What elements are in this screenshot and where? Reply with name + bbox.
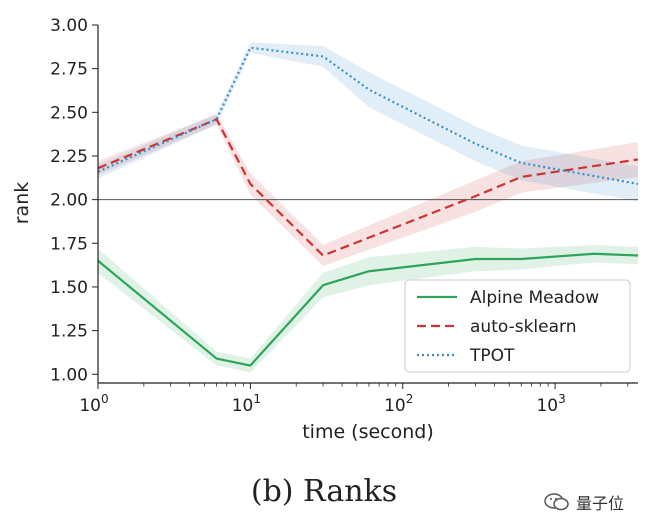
y-tick-label: 1.25 [50, 322, 88, 342]
y-tick-label: 3.00 [50, 16, 88, 36]
watermark: 量子位 [544, 490, 624, 514]
x-tick-label: 100 [79, 392, 108, 416]
y-tick-label: 2.25 [50, 147, 88, 167]
y-tick-label: 1.00 [50, 365, 88, 385]
series-lines [97, 46, 639, 367]
watermark-text: 量子位 [575, 494, 624, 513]
y-tick-label: 2.00 [50, 191, 88, 211]
legend: Alpine Meadow auto-sklearn TPOT [404, 279, 631, 373]
figure-caption: (b) Ranks [250, 474, 398, 509]
series-line-0 [97, 252, 639, 367]
wechat-icon [544, 493, 569, 511]
x-tick-label: 101 [232, 392, 261, 416]
legend-label: auto-sklearn [470, 317, 576, 337]
series-line-2 [97, 46, 639, 185]
y-axis-label: rank [11, 182, 33, 225]
legend-box [404, 279, 631, 373]
band-2 [98, 42, 638, 202]
x-ticks: 100 101 102 103 [79, 383, 629, 416]
y-tick-label: 1.75 [50, 234, 88, 254]
legend-label: Alpine Meadow [470, 288, 599, 308]
legend-label: TPOT [469, 346, 515, 366]
series-line-1 [97, 118, 639, 257]
y-tick-label: 2.50 [50, 103, 88, 123]
y-ticks: 1.00 1.25 1.50 1.75 2.00 2.25 2.50 2.75 3.00 [50, 16, 98, 385]
band-1 [98, 114, 638, 266]
x-axis-label: time (second) [302, 421, 434, 443]
y-tick-label: 1.50 [50, 278, 88, 298]
y-tick-label: 2.75 [50, 60, 88, 80]
chart: 1.00 1.25 1.50 1.75 2.00 2.25 2.50 2.75 3.00 100… [11, 16, 639, 443]
x-tick-label: 102 [384, 392, 413, 416]
x-tick-label: 103 [536, 392, 565, 416]
